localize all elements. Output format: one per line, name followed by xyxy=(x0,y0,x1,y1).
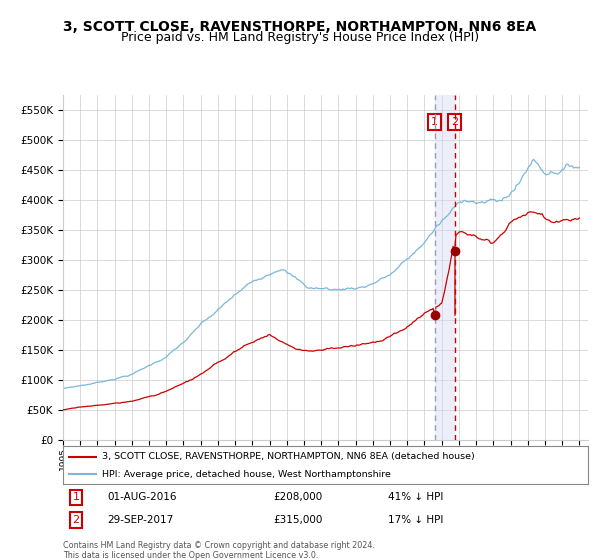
Text: 41% ↓ HPI: 41% ↓ HPI xyxy=(389,492,444,502)
Text: £315,000: £315,000 xyxy=(273,515,322,525)
Text: 2: 2 xyxy=(451,117,458,127)
Text: £208,000: £208,000 xyxy=(273,492,322,502)
Text: 2: 2 xyxy=(73,515,80,525)
Text: 1: 1 xyxy=(73,492,80,502)
Text: 01-AUG-2016: 01-AUG-2016 xyxy=(107,492,177,502)
Text: 29-SEP-2017: 29-SEP-2017 xyxy=(107,515,174,525)
Bar xyxy=(434,95,455,440)
Text: 3, SCOTT CLOSE, RAVENSTHORPE, NORTHAMPTON, NN6 8EA: 3, SCOTT CLOSE, RAVENSTHORPE, NORTHAMPTO… xyxy=(64,20,536,34)
Text: HPI: Average price, detached house, West Northamptonshire: HPI: Average price, detached house, West… xyxy=(103,470,391,479)
Text: 1: 1 xyxy=(431,117,438,127)
Text: Contains HM Land Registry data © Crown copyright and database right 2024.
This d: Contains HM Land Registry data © Crown c… xyxy=(63,541,375,560)
Text: 3, SCOTT CLOSE, RAVENSTHORPE, NORTHAMPTON, NN6 8EA (detached house): 3, SCOTT CLOSE, RAVENSTHORPE, NORTHAMPTO… xyxy=(103,452,475,461)
Text: 17% ↓ HPI: 17% ↓ HPI xyxy=(389,515,444,525)
Text: Price paid vs. HM Land Registry's House Price Index (HPI): Price paid vs. HM Land Registry's House … xyxy=(121,31,479,44)
